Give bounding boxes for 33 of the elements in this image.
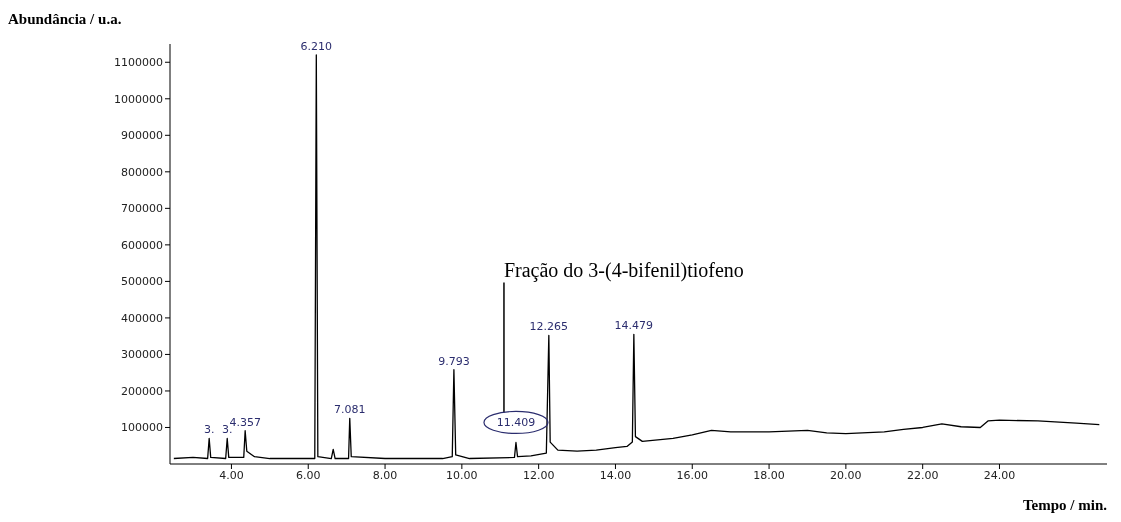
y-tick-label: 1100000 — [114, 56, 163, 70]
y-tick-label: 1000000 — [114, 92, 163, 106]
x-tick-label: 20.00 — [830, 468, 862, 482]
x-tick-label: 12.00 — [522, 468, 555, 482]
annotation: 9.793 — [438, 354, 470, 368]
x-tick-label: 10.00 — [446, 468, 478, 482]
x-tick-label: 14.00 — [599, 468, 632, 482]
x-axis-title: Tempo / min. — [1022, 497, 1108, 513]
annotation: 6.210 — [300, 39, 333, 53]
x-tick-label: 18.00 — [753, 468, 785, 482]
x-tick-label: 16.00 — [676, 468, 709, 482]
x-tick-label: 4.00 — [219, 468, 244, 482]
y-tick-label: 500000 — [121, 275, 163, 289]
annotation: 3. — [203, 423, 215, 437]
annotation: 11.409 — [496, 416, 536, 430]
annotation: Fração do 3-(4-bifenil)tiofeno — [503, 259, 744, 283]
y-tick-label: 300000 — [121, 348, 163, 362]
annotation: 14.479 — [614, 319, 654, 333]
x-tick-label: 6.00 — [296, 468, 321, 482]
x-tick-label: 22.00 — [906, 468, 939, 482]
y-tick-label: 600000 — [121, 238, 163, 252]
y-tick-label: 900000 — [121, 129, 163, 143]
y-tick-label: 200000 — [121, 384, 163, 398]
line-series — [173, 54, 1100, 460]
y-tick-label: 400000 — [121, 311, 163, 325]
y-tick-label: 100000 — [121, 421, 163, 435]
y-axis-title: Abundância / u.a. — [8, 10, 123, 29]
x-tick-label: 8.00 — [372, 468, 398, 482]
annotation: 7.081 — [334, 403, 366, 417]
y-tick-label: 700000 — [121, 202, 163, 216]
y-tick-label: 800000 — [121, 165, 163, 179]
x-tick-label: 24.00 — [983, 468, 1016, 482]
annotation: 12.265 — [529, 320, 569, 334]
